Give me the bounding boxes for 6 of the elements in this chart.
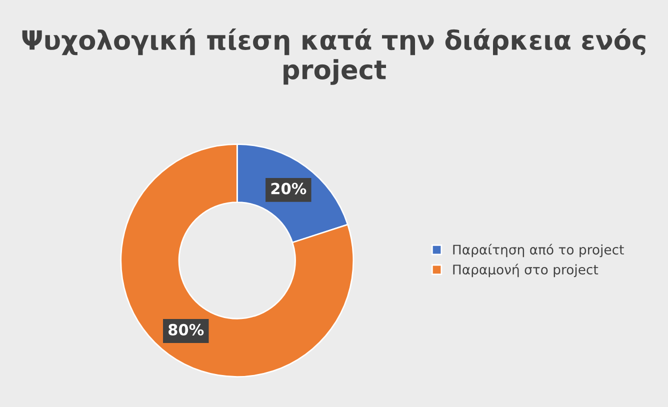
- chart-title: Ψυχολογική πίεση κατά την διάρκεια ενός project: [22, 28, 646, 85]
- data-label: 80%: [168, 324, 204, 336]
- legend-label: Παραίτηση από το project: [453, 244, 624, 258]
- data-label: 20%: [271, 182, 306, 194]
- donut-slice: [120, 144, 354, 378]
- legend-label: Παραμονή στο project: [453, 264, 598, 278]
